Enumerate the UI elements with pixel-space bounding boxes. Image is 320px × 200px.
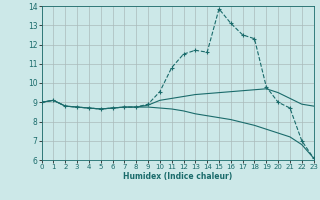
X-axis label: Humidex (Indice chaleur): Humidex (Indice chaleur) (123, 172, 232, 181)
